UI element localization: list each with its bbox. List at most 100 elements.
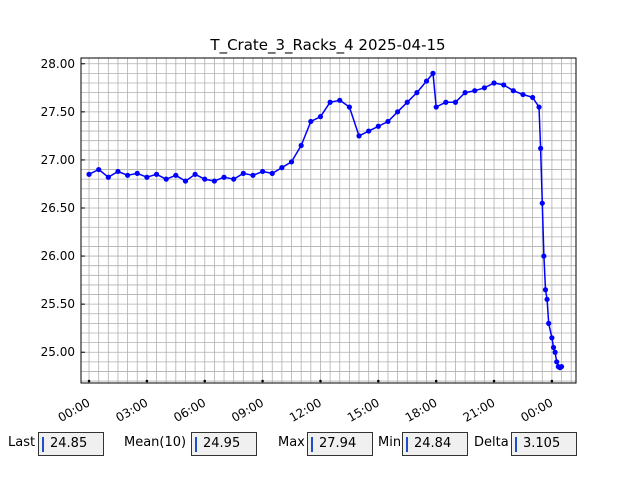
- data-point: [549, 335, 555, 341]
- data-point: [452, 99, 459, 105]
- x-tick: [145, 379, 149, 383]
- data-point: [433, 104, 439, 110]
- text-cursor: [42, 437, 44, 452]
- x-tick-label: 00:00: [518, 395, 555, 424]
- max-value: 27.94: [319, 436, 357, 451]
- data-point: [327, 99, 333, 105]
- y-tick-label: 25.00: [41, 345, 75, 359]
- y-tick-label: 27.00: [41, 153, 75, 167]
- data-point: [192, 171, 198, 177]
- data-point: [346, 104, 352, 110]
- data-point: [173, 172, 179, 178]
- delta-label: Delta: [474, 435, 509, 450]
- data-point: [279, 165, 285, 171]
- x-tick: [319, 379, 322, 383]
- y-tick-label: 25.50: [41, 297, 75, 311]
- data-point: [542, 287, 549, 293]
- text-cursor: [406, 437, 408, 452]
- data-point: [86, 171, 92, 177]
- data-point: [430, 70, 436, 76]
- x-tick: [492, 379, 496, 383]
- text-cursor: [311, 437, 313, 452]
- min-label: Min: [378, 435, 402, 450]
- data-point: [240, 170, 246, 176]
- data-point: [356, 133, 362, 139]
- last-label: Last: [8, 435, 36, 450]
- x-tick-label: 03:00: [113, 395, 150, 424]
- data-point: [337, 97, 343, 103]
- last-value-field[interactable]: 24.85: [38, 432, 104, 456]
- x-tick-label: 00:00: [56, 395, 93, 424]
- x-tick: [87, 379, 91, 383]
- data-point: [481, 85, 487, 91]
- plot-frame: [80, 57, 577, 384]
- grid-lines: [81, 58, 576, 383]
- min-value-field[interactable]: 24.84: [402, 432, 468, 456]
- line-chart: T_Crate_3_Racks_4 2025-04-15 25.00 25.50 2…: [41, 36, 577, 425]
- x-tick-label: 09:00: [229, 395, 266, 424]
- last-value: 24.85: [50, 436, 88, 451]
- data-point: [375, 123, 381, 129]
- y-tick-label: 26.00: [41, 249, 75, 263]
- data-point: [144, 174, 150, 180]
- max-value-field[interactable]: 27.94: [307, 432, 373, 456]
- text-cursor: [515, 437, 517, 452]
- data-point: [202, 176, 208, 182]
- x-tick-label: 06:00: [171, 395, 208, 424]
- data-point: [423, 78, 430, 84]
- mean-value: 24.95: [203, 436, 241, 451]
- y-tick-label: 27.50: [41, 105, 75, 119]
- data-point: [550, 344, 557, 351]
- data-point: [385, 118, 391, 125]
- delta-value-field[interactable]: 3.105: [511, 432, 577, 456]
- data-point: [443, 99, 449, 105]
- data-point: [221, 174, 227, 180]
- chart-title: T_Crate_3_Racks_4 2025-04-15: [209, 36, 445, 55]
- data-point: [501, 82, 507, 88]
- data-point: [404, 99, 410, 105]
- data-point: [182, 178, 189, 184]
- max-label: Max: [278, 435, 305, 450]
- data-point: [163, 176, 169, 182]
- data-point: [260, 168, 266, 175]
- data-point: [539, 200, 545, 206]
- data-point: [231, 176, 237, 182]
- data-point: [414, 90, 420, 96]
- data-point: [395, 109, 401, 115]
- x-tick-label: 12:00: [287, 395, 324, 424]
- data-point: [541, 253, 547, 259]
- x-tick: [434, 379, 438, 383]
- data-point: [153, 171, 160, 177]
- text-cursor: [195, 437, 197, 452]
- x-axis: 00:00 03:00 06:00 09:00 12:00 15:00 18:00 21:00…: [56, 379, 555, 425]
- mean-value-field[interactable]: 24.95: [191, 432, 257, 456]
- data-point: [554, 359, 560, 365]
- data-point: [105, 174, 111, 180]
- data-point: [546, 320, 552, 326]
- data-point: [298, 142, 304, 149]
- x-tick: [550, 379, 554, 383]
- mean-label: Mean(10): [124, 435, 187, 450]
- data-point: [366, 128, 372, 134]
- x-tick: [377, 379, 380, 383]
- x-tick: [261, 379, 264, 383]
- data-point: [552, 349, 558, 355]
- data-point: [308, 118, 314, 125]
- data-point: [211, 178, 217, 184]
- data-point: [530, 94, 536, 101]
- min-value: 24.84: [414, 436, 452, 451]
- delta-value: 3.105: [523, 436, 561, 451]
- series-group: [86, 70, 565, 371]
- x-tick: [203, 379, 207, 383]
- data-point: [472, 88, 478, 94]
- data-point: [536, 104, 542, 110]
- x-tick-label: 15:00: [345, 395, 382, 424]
- data-point: [317, 114, 324, 120]
- data-point: [558, 364, 565, 370]
- data-point: [538, 145, 544, 151]
- data-point: [96, 166, 102, 173]
- data-point: [510, 88, 516, 94]
- data-point: [134, 170, 140, 176]
- data-point: [462, 90, 468, 96]
- data-point: [250, 172, 256, 178]
